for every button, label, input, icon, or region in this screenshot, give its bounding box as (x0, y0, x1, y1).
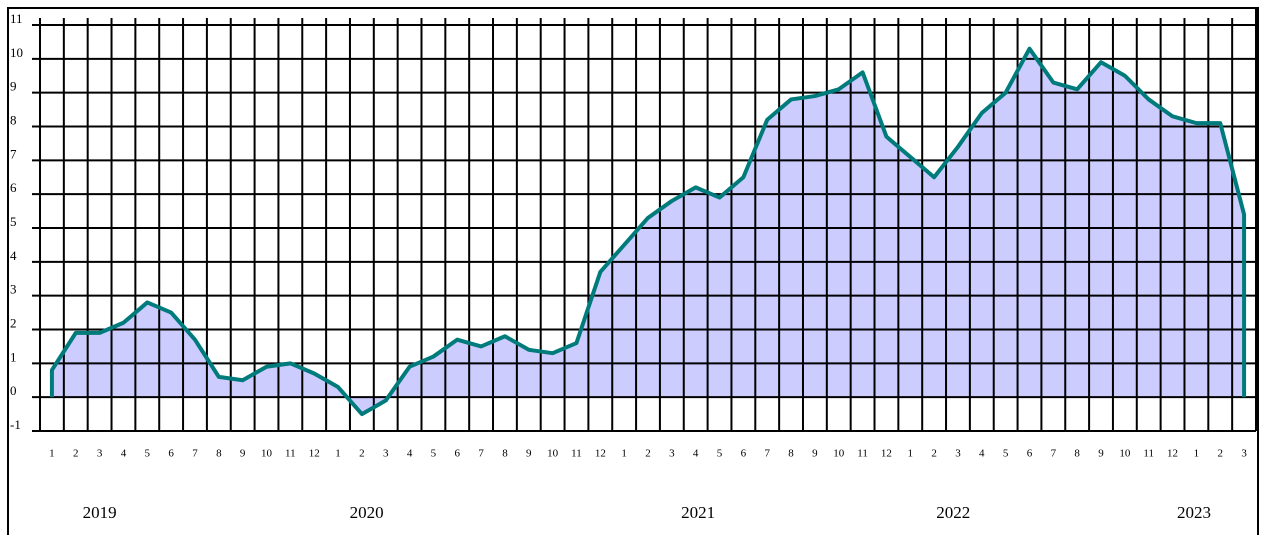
x-tick-label: 3 (97, 448, 103, 460)
x-tick-label: 11 (285, 448, 296, 460)
x-tick-label: 3 (383, 448, 389, 460)
x-tick-label: 2 (1217, 448, 1223, 460)
y-tick-label: 1 (10, 349, 17, 364)
x-tick-label: 6 (741, 448, 747, 460)
x-tick-label: 5 (1003, 448, 1009, 460)
x-tick-label: 6 (455, 448, 461, 460)
y-tick-label: 0 (10, 383, 17, 398)
year-label: 2019 (83, 503, 117, 522)
x-tick-label: 3 (955, 448, 961, 460)
x-tick-label: 10 (547, 448, 559, 460)
x-tick-label: 10 (1119, 448, 1131, 460)
x-tick-label: 5 (431, 448, 437, 460)
x-tick-label: 9 (526, 448, 532, 460)
x-tick-label: 9 (240, 448, 246, 460)
x-tick-label: 12 (881, 448, 892, 460)
x-tick-label: 4 (407, 448, 413, 460)
x-tick-label: 12 (1167, 448, 1178, 460)
x-tick-label: 10 (261, 448, 273, 460)
y-tick-label: 5 (10, 214, 17, 229)
x-tick-label: 1 (49, 448, 55, 460)
x-tick-label: 4 (979, 448, 985, 460)
x-tick-label: 2 (73, 448, 79, 460)
x-tick-label: 11 (571, 448, 582, 460)
x-tick-label: 6 (168, 448, 174, 460)
x-tick-label: 12 (309, 448, 320, 460)
x-tick-label: 8 (1074, 448, 1080, 460)
x-tick-label: 1 (335, 448, 341, 460)
x-tick-label: 12 (595, 448, 606, 460)
x-tick-label: 5 (145, 448, 151, 460)
x-tick-label: 2 (931, 448, 937, 460)
x-tick-label: 10 (833, 448, 845, 460)
x-tick-label: 8 (216, 448, 222, 460)
x-tick-label: 7 (1051, 448, 1057, 460)
y-tick-label: 7 (10, 146, 17, 161)
year-label: 2021 (681, 503, 715, 522)
x-tick-label: 7 (192, 448, 198, 460)
y-tick-label: 6 (10, 180, 17, 195)
x-tick-label: 3 (669, 448, 675, 460)
y-tick-label: 10 (10, 45, 23, 60)
x-tick-label: 3 (1241, 448, 1247, 460)
y-tick-label: 8 (10, 112, 17, 127)
x-tick-label: 2 (359, 448, 365, 460)
x-tick-label: 5 (717, 448, 723, 460)
y-tick-label: 3 (10, 282, 17, 297)
x-tick-label: 7 (764, 448, 770, 460)
x-tick-label: 9 (1098, 448, 1104, 460)
y-tick-label: 11 (10, 11, 23, 26)
area-line (49, 46, 1247, 417)
x-tick-label: 2 (645, 448, 651, 460)
x-tick-label: 7 (478, 448, 484, 460)
x-tick-label: 4 (121, 448, 127, 460)
x-tick-label: 9 (812, 448, 818, 460)
x-tick-label: 1 (621, 448, 627, 460)
y-tick-label: 9 (10, 79, 17, 94)
y-tick-label: 4 (10, 248, 17, 263)
x-tick-label: 8 (502, 448, 508, 460)
x-tick-label: 1 (1194, 448, 1200, 460)
year-label: 2020 (350, 503, 384, 522)
y-tick-label: 2 (10, 315, 17, 330)
x-tick-label: 1 (908, 448, 914, 460)
x-tick-label: 4 (693, 448, 699, 460)
x-tick-label: 6 (1027, 448, 1033, 460)
y-tick-label: -1 (10, 417, 21, 432)
year-label: 2023 (1177, 503, 1211, 522)
frame (7, 7, 1259, 535)
x-tick-label: 8 (788, 448, 794, 460)
year-label: 2022 (936, 503, 970, 522)
x-tick-label: 11 (1143, 448, 1154, 460)
x-tick-label: 11 (857, 448, 868, 460)
